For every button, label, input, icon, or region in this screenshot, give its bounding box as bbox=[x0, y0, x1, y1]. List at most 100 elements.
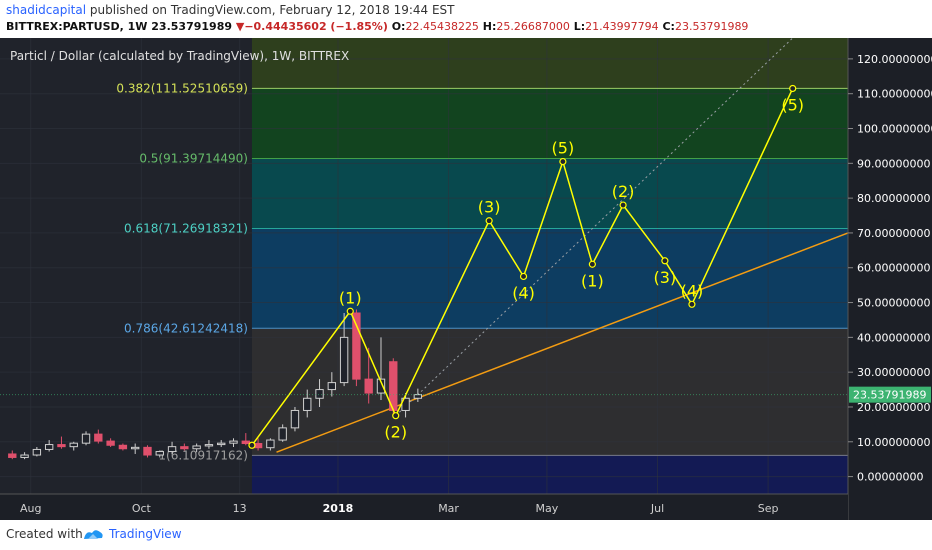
y-tick-label: 60.00000000 bbox=[857, 262, 930, 275]
x-tick-label: Aug bbox=[20, 502, 41, 515]
y-tick-label: 110.00000000 bbox=[857, 88, 932, 101]
publish-line: shadidcapital published on TradingView.c… bbox=[6, 3, 455, 17]
x-tick-label: 2018 bbox=[323, 502, 354, 515]
fib-level-label: 1(6.10917162) bbox=[158, 448, 248, 462]
x-tick-label: 13 bbox=[233, 502, 247, 515]
wave-point bbox=[789, 84, 797, 93]
x-tick-label: Jul bbox=[650, 502, 664, 515]
candle-body bbox=[118, 444, 128, 450]
fib-level-label: 0.382(111.52510659) bbox=[116, 81, 248, 95]
wave-point bbox=[248, 441, 256, 449]
created-with-text: Created with bbox=[6, 527, 83, 541]
wave-label: (4) bbox=[681, 281, 704, 300]
wave-label: (2) bbox=[384, 423, 407, 442]
wave-point bbox=[588, 260, 596, 268]
price-change: −0.44435602 (−1.85%) bbox=[244, 20, 388, 33]
candle-body bbox=[8, 453, 17, 458]
published-text: published on TradingView.com, February 1… bbox=[89, 3, 455, 17]
y-tick-label: 80.00000000 bbox=[857, 192, 930, 205]
y-tick-label: 120.00000000 bbox=[857, 53, 932, 66]
wave-point bbox=[519, 272, 528, 281]
wave-point bbox=[559, 157, 567, 166]
fib-zone bbox=[251, 88, 849, 159]
candle-body bbox=[266, 439, 275, 449]
fib-zone bbox=[251, 328, 849, 456]
candle-body bbox=[192, 445, 201, 450]
wave-label: (3) bbox=[478, 198, 501, 217]
candle-body bbox=[57, 444, 66, 448]
candle-body bbox=[290, 409, 300, 429]
wave-point bbox=[392, 412, 400, 420]
wave-label: (5) bbox=[781, 95, 804, 114]
wave-label: (5) bbox=[552, 139, 575, 158]
candle-body bbox=[303, 397, 312, 411]
candle-body bbox=[155, 451, 164, 456]
price-axis[interactable] bbox=[848, 38, 932, 520]
candle-body bbox=[278, 427, 287, 441]
candle-body bbox=[352, 312, 361, 380]
change-down-icon: ▼ bbox=[235, 20, 245, 33]
wave-label: (4) bbox=[512, 283, 535, 302]
y-tick-label: 10.00000000 bbox=[857, 436, 930, 449]
fib-zone bbox=[251, 228, 849, 329]
last-price-badge bbox=[849, 386, 931, 403]
low-label: L: bbox=[573, 20, 586, 33]
candle-body bbox=[94, 433, 103, 442]
y-tick-label: 70.00000000 bbox=[857, 227, 930, 240]
candle-body bbox=[376, 378, 386, 394]
close-label: C: bbox=[662, 20, 675, 33]
last-price-label: 23.53791989 bbox=[853, 389, 926, 402]
chart-header: shadidcapital published on TradingView.c… bbox=[0, 0, 932, 38]
wave-point bbox=[661, 257, 669, 265]
wave-label: (2) bbox=[612, 182, 635, 201]
footer: Created with TradingView bbox=[0, 520, 932, 550]
x-tick-label: Sep bbox=[758, 502, 779, 515]
wave-point bbox=[688, 300, 696, 308]
candle-body bbox=[143, 446, 152, 456]
wave-point bbox=[485, 217, 493, 225]
x-tick-label: Mar bbox=[438, 502, 459, 515]
candle-body bbox=[327, 382, 337, 391]
fib-zone bbox=[251, 158, 849, 229]
y-tick-label: 30.00000000 bbox=[857, 366, 930, 379]
author-link[interactable]: shadidcapital bbox=[6, 3, 87, 17]
time-axis[interactable] bbox=[0, 494, 848, 520]
candle-body bbox=[241, 440, 250, 445]
chart-title: Particl / Dollar (calculated by TradingV… bbox=[10, 49, 349, 63]
fib-level-label: 0.5(91.39714490) bbox=[139, 151, 248, 165]
candle-body bbox=[364, 378, 373, 394]
candle-body bbox=[69, 442, 78, 448]
candle-body bbox=[180, 446, 189, 450]
wave-label: (1) bbox=[339, 288, 362, 307]
tradingview-logo-icon bbox=[84, 530, 103, 539]
candle-body bbox=[229, 440, 238, 444]
candle-body bbox=[32, 448, 42, 456]
wave-label: (3) bbox=[654, 268, 677, 287]
fib-level-label: 0.786(42.61242418) bbox=[124, 321, 248, 335]
wave-point bbox=[619, 201, 627, 209]
candle-body bbox=[167, 446, 177, 453]
open-value: 22.45438225 bbox=[405, 20, 479, 33]
y-tick-label: 100.00000000 bbox=[857, 123, 932, 136]
price-chart[interactable]: 1(6.10917162) 0.786(42.61242418) 0.618(71.… bbox=[0, 38, 932, 520]
open-label: O: bbox=[391, 20, 406, 33]
x-tick-label: May bbox=[536, 502, 559, 515]
candle-body bbox=[413, 394, 423, 399]
wave-label: (1) bbox=[581, 271, 604, 290]
candle-body bbox=[106, 440, 115, 446]
high-value: 25.26687000 bbox=[496, 20, 570, 33]
tradingview-link[interactable]: TradingView bbox=[109, 527, 182, 541]
candle-body bbox=[20, 454, 29, 458]
candle-body bbox=[131, 446, 140, 450]
candle-body bbox=[339, 336, 349, 384]
fib-zone-base bbox=[251, 455, 849, 494]
current-price: 23.53791989 bbox=[151, 20, 232, 33]
close-value: 23.53791989 bbox=[674, 20, 749, 33]
candle-body bbox=[204, 444, 214, 447]
low-value: 21.43997794 bbox=[585, 20, 659, 33]
y-tick-label: 20.00000000 bbox=[857, 401, 930, 414]
x-tick-label: Oct bbox=[132, 502, 152, 515]
symbol-line: BITTREX:PARTUSD, 1W 23.53791989 ▼−0.4443… bbox=[6, 20, 748, 33]
projection-dotted-line bbox=[395, 38, 794, 417]
y-tick-label: 90.00000000 bbox=[857, 157, 930, 170]
